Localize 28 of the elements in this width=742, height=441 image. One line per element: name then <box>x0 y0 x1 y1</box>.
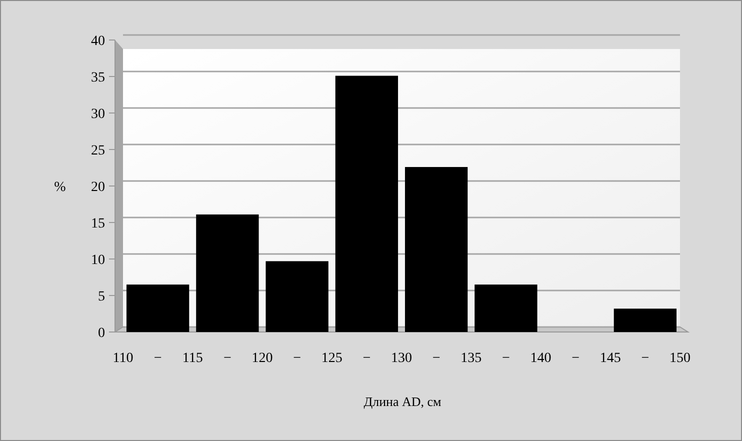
y-axis-title: % <box>54 180 66 195</box>
x-axis-title: Длина AD, см <box>364 394 442 409</box>
x-tick-label: − <box>154 351 162 366</box>
y-tick-label: 30 <box>91 106 105 122</box>
x-tick-label: 140 <box>530 351 552 366</box>
x-tick-label: − <box>223 351 232 366</box>
y-tick-label: 40 <box>91 34 105 49</box>
x-tick-label: 150 <box>670 351 690 366</box>
x-tick-label: − <box>362 351 371 366</box>
x-tick-label: 135 <box>460 351 482 366</box>
x-tick-label: 115 <box>182 351 203 366</box>
y-tick-label: 15 <box>91 216 105 232</box>
y-tick-label: 25 <box>91 143 105 158</box>
y-tick-label: 35 <box>91 70 105 86</box>
x-tick-label: 110 <box>112 351 134 366</box>
x-tick-label: − <box>572 351 580 366</box>
x-tick-label: − <box>641 351 650 366</box>
x-tick-label: 125 <box>321 351 342 366</box>
x-tick-label: − <box>432 351 440 366</box>
y-tick-label: 10 <box>91 252 105 268</box>
y-tick-label: 5 <box>98 289 105 304</box>
x-tick-label: 145 <box>600 351 621 366</box>
x-tick-label: 130 <box>391 351 412 366</box>
y-tick-label: 0 <box>98 326 105 341</box>
x-tick-label: 120 <box>252 351 273 366</box>
x-tick-label: − <box>502 351 510 366</box>
x-tick-label: − <box>293 351 302 366</box>
y-tick-label: 20 <box>91 180 105 195</box>
